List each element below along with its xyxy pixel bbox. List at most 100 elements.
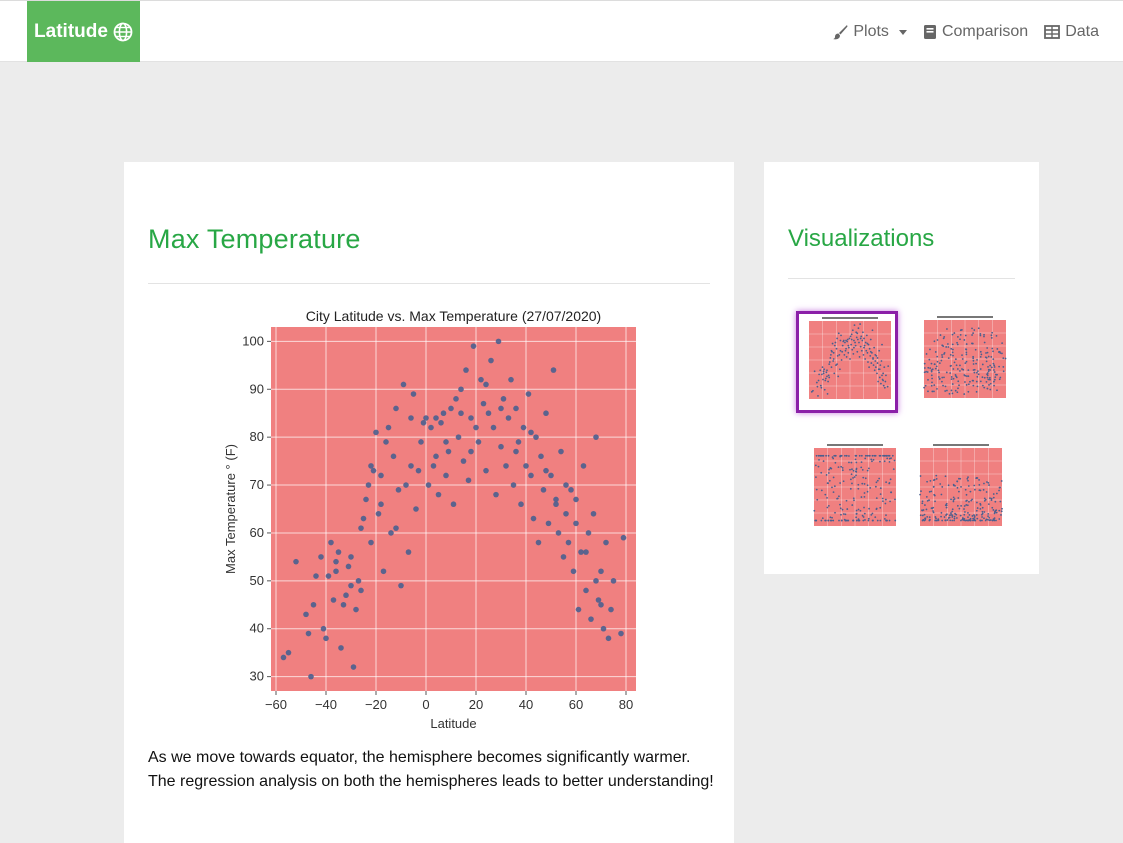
data-point — [498, 443, 504, 450]
thumbnail-point — [937, 369, 940, 372]
thumbnail-point — [872, 364, 875, 367]
thumbnail-point — [971, 519, 974, 522]
thumbnail-point — [826, 496, 828, 499]
thumbnail-point — [994, 376, 997, 379]
thumbnail-point — [841, 466, 844, 469]
data-point — [380, 568, 387, 575]
thumbnail-point — [894, 519, 897, 522]
thumbnail-point — [939, 334, 942, 336]
data-point — [303, 611, 309, 618]
thumbnail-point — [885, 374, 887, 377]
thumbnail-point — [932, 485, 935, 488]
thumbnail-point — [838, 519, 840, 522]
thumbnail-point — [855, 336, 858, 339]
thumbnail-point — [868, 507, 871, 510]
thumbnail-point — [870, 513, 873, 516]
data-point — [383, 439, 389, 445]
thumbnail-point — [877, 380, 879, 383]
data-point — [455, 434, 462, 440]
thumbnail-point — [857, 487, 860, 490]
thumbnail-point — [964, 511, 966, 513]
thumbnail-point — [961, 358, 964, 360]
page-title: Max Temperature — [148, 224, 361, 254]
data-point — [438, 419, 444, 426]
thumbnail-humidity[interactable] — [914, 313, 1016, 415]
thumbnail-point — [886, 519, 888, 522]
thumbnail-point — [945, 513, 948, 516]
thumbnail-point — [932, 479, 935, 482]
y-tick-label: 90 — [250, 381, 264, 396]
thumbnail-point — [853, 476, 856, 478]
brand-link[interactable]: Latitude — [27, 1, 140, 62]
thumbnail-point — [875, 497, 878, 499]
thumbnail-point — [964, 362, 967, 365]
thumbnail-point — [868, 347, 871, 350]
thumbnail-point — [879, 519, 882, 522]
thumbnail-point — [861, 339, 864, 342]
thumbnail-point — [977, 373, 980, 376]
thumbnail-point — [842, 339, 845, 342]
thumbnail-point — [972, 332, 975, 335]
thumbnail-point — [834, 461, 837, 464]
thumbnail-point — [987, 503, 990, 506]
thumbnail-point — [839, 507, 842, 510]
thumbnail-point — [966, 519, 969, 522]
thumbnail-cloudiness[interactable] — [804, 441, 906, 543]
thumbnail-max-temperature[interactable] — [796, 311, 898, 413]
thumbnail-caption-mark — [822, 317, 878, 319]
thumbnail-point — [961, 354, 963, 357]
thumbnail-point — [964, 334, 967, 337]
thumbnail-point — [952, 500, 955, 503]
thumbnail-point — [944, 504, 947, 507]
thumbnail-point — [829, 357, 832, 359]
thumbnail-point — [866, 469, 869, 472]
thumbnail-point — [874, 454, 877, 457]
thumbnail-point — [924, 518, 927, 521]
thumbnail-point — [961, 518, 964, 521]
x-tick-label: −40 — [315, 697, 337, 712]
data-point — [513, 448, 519, 455]
data-point — [418, 439, 424, 445]
data-point — [423, 415, 429, 421]
thumbnail-point — [970, 499, 973, 502]
thumbnail-point — [888, 519, 891, 522]
data-point — [518, 501, 524, 508]
thumbnail-point — [872, 357, 874, 359]
thumbnail-point — [969, 517, 972, 520]
data-point — [575, 606, 582, 613]
nav-comparison-link[interactable]: Comparison — [923, 23, 1028, 41]
thumbnail-point — [955, 364, 958, 367]
thumbnail-point — [961, 368, 963, 370]
thumbnail-point — [983, 517, 985, 520]
thumbnail-point — [959, 329, 962, 332]
data-point — [318, 554, 324, 560]
thumbnail-point — [860, 349, 863, 352]
thumbnail-point — [988, 378, 991, 381]
sidebar-divider — [788, 278, 1015, 279]
thumbnail-point — [1004, 357, 1007, 360]
thumbnail-point — [894, 498, 896, 501]
thumbnail-point — [839, 339, 842, 342]
thumbnail-point — [942, 337, 945, 340]
data-point — [378, 501, 384, 508]
nav-data-link[interactable]: Data — [1044, 23, 1099, 41]
thumbnail-point — [822, 378, 824, 381]
nav-plots-dropdown[interactable]: Plots — [832, 23, 907, 41]
thumbnail-point — [821, 373, 823, 376]
thumbnail-point — [996, 389, 998, 392]
thumbnail-point — [885, 481, 888, 484]
thumbnail-point — [864, 519, 866, 521]
thumbnail-point — [945, 502, 948, 505]
thumbnail-point — [838, 353, 841, 356]
thumbnail-point — [814, 519, 817, 522]
data-point — [280, 654, 287, 661]
data-point — [353, 606, 359, 613]
thumbnail-point — [862, 353, 865, 356]
thumbnail-wind-speed[interactable] — [910, 441, 1012, 543]
thumbnail-point — [859, 345, 862, 348]
thumbnail-point — [993, 378, 996, 381]
thumbnail-point — [999, 376, 1002, 379]
thumbnail-point — [928, 490, 931, 493]
thumbnail-plot — [813, 444, 897, 526]
data-point — [448, 405, 454, 412]
